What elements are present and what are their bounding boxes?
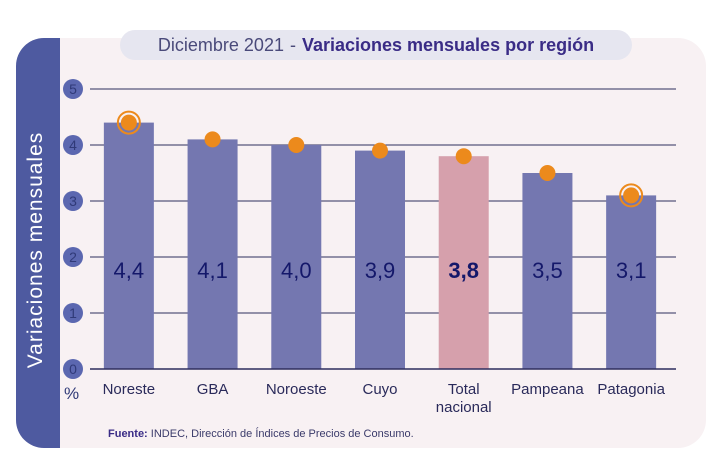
value-label-6: 3,1 — [616, 258, 647, 283]
y-tick-label-4: 4 — [69, 137, 77, 153]
value-label-5: 3,5 — [532, 258, 563, 283]
tick-badge-5 — [63, 79, 83, 99]
bar-4 — [438, 156, 489, 369]
source-note: Fuente: INDEC, Dirección de Índices de P… — [108, 428, 414, 440]
tick-badge-1 — [63, 303, 83, 323]
y-tick-label-0: 0 — [69, 361, 77, 377]
value-label-2: 4,0 — [281, 258, 312, 283]
marker-dot-0 — [120, 114, 137, 131]
side-band — [16, 38, 60, 448]
x-tick-label-3: Cuyo — [362, 381, 397, 398]
y-tick-label-1: 1 — [69, 305, 77, 321]
marker-ring-0 — [116, 110, 141, 135]
source-text: INDEC, Dirección de Índices de Precios d… — [150, 428, 414, 440]
marker-dot-4 — [455, 148, 472, 165]
x-tick-label-2: Noroeste — [266, 381, 327, 398]
bar-0 — [103, 122, 154, 369]
bar-3 — [355, 150, 405, 369]
bar-1 — [187, 139, 238, 369]
marker-dot-6 — [623, 187, 640, 204]
value-label-3: 3,9 — [365, 258, 396, 283]
y-tick-label-2: 2 — [69, 249, 77, 265]
tick-badge-2 — [63, 247, 83, 267]
tick-badge-3 — [63, 191, 83, 211]
x-tick-label-6: Patagonia — [597, 381, 665, 398]
marker-dot-2 — [288, 137, 305, 153]
y-tick-label-5: 5 — [69, 81, 77, 97]
marker-dot-5 — [539, 165, 556, 181]
title-date: Diciembre 2021 — [157, 34, 284, 55]
title-separator: - — [289, 34, 296, 55]
marker-dot-1 — [204, 131, 221, 148]
x-tick-label-0: Noreste — [103, 381, 156, 398]
value-label-0: 4,4 — [114, 258, 145, 283]
tick-badge-4 — [63, 135, 83, 155]
value-label-4: 3,8 — [448, 258, 479, 283]
unit-label: % — [64, 384, 80, 403]
bar-5 — [522, 173, 573, 369]
tick-badge-0 — [63, 359, 83, 379]
value-label-1: 4,1 — [197, 258, 228, 283]
bar-2 — [271, 145, 322, 369]
title-main: Variaciones mensuales por región — [301, 34, 595, 55]
source-label: Fuente: — [108, 428, 148, 440]
marker-dot-3 — [372, 142, 388, 159]
chart-title: Diciembre 2021 - Variaciones mensuales p… — [120, 30, 632, 60]
x-tick-label-5: Pampeana — [511, 381, 584, 398]
marker-ring-6 — [619, 183, 644, 208]
bar-6 — [606, 195, 657, 369]
x-tick-label-1: GBA — [197, 381, 229, 398]
x-tick-label-4-line-0: Total — [448, 381, 480, 398]
y-tick-label-3: 3 — [69, 193, 77, 209]
x-tick-label-4-line-1: nacional — [436, 399, 492, 416]
